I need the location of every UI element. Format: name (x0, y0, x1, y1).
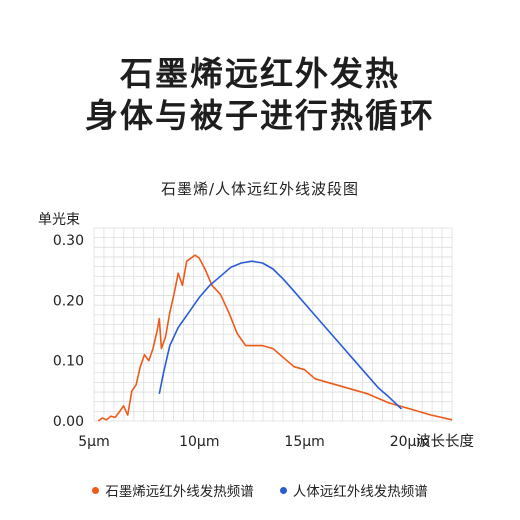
chart-ticks: 0.00 0.10 0.20 0.30 5μm 10μm 15μm 20μm (53, 233, 430, 450)
y-tick-label: 0.20 (53, 293, 84, 309)
x-tick-label: 15μm (284, 434, 324, 450)
series-line-0 (97, 254, 453, 422)
legend-dot-body (279, 486, 287, 494)
x-tick-label: 5μm (78, 434, 109, 450)
legend-item-body: 人体远红外线发热频谱 (279, 480, 428, 500)
legend-dot-graphene (92, 486, 100, 494)
y-tick-label: 0.10 (53, 354, 84, 370)
headline-line-1: 石墨烯远红外发热 (120, 54, 400, 93)
chart-legend: 石墨烯远红外线发热频谱 人体远红外线发热频谱 (0, 480, 520, 500)
x-axis-label: 波长长度 (416, 433, 474, 450)
y-tick-label: 0.00 (53, 414, 84, 430)
y-axis-label: 单光束 (38, 212, 80, 228)
y-tick-label: 0.30 (53, 233, 84, 249)
chart-grid (93, 227, 453, 422)
chart-title: 石墨烯/人体远红外线波段图 (160, 180, 360, 198)
legend-label-graphene: 石墨烯远红外线发热频谱 (105, 484, 254, 500)
legend-item-graphene: 石墨烯远红外线发热频谱 (92, 480, 254, 500)
series-line-1 (158, 260, 403, 410)
legend-label-body: 人体远红外线发热频谱 (292, 484, 428, 500)
x-tick-label: 10μm (179, 434, 219, 450)
x-tick-label: 20μm (390, 434, 430, 450)
chart-series (97, 254, 453, 422)
headline-line-2: 身体与被子进行热循环 (85, 96, 435, 135)
